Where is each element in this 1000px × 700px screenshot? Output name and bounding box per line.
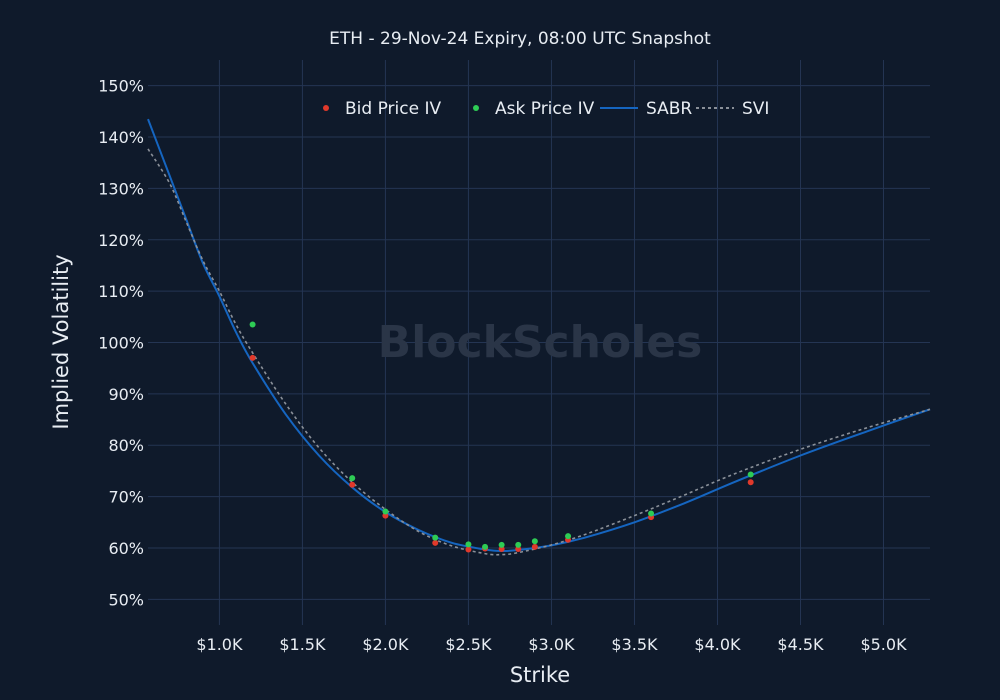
x-tick-label: $3.5K bbox=[611, 635, 658, 654]
x-tick-label: $1.5K bbox=[279, 635, 326, 654]
legend-swatch-ask-price-iv bbox=[473, 105, 479, 111]
y-tick-label: 110% bbox=[98, 282, 144, 301]
bid-price-iv-point bbox=[747, 479, 754, 486]
bid-price-iv-point bbox=[515, 545, 522, 552]
y-tick-label: 130% bbox=[98, 179, 144, 198]
y-tick-label: 120% bbox=[98, 231, 144, 250]
x-tick-label: $5.0K bbox=[860, 635, 907, 654]
legend-item-ask-price-iv[interactable]: Ask Price IV bbox=[473, 99, 595, 119]
series-layer bbox=[147, 118, 931, 556]
legend-label: Bid Price IV bbox=[345, 99, 441, 119]
legend-item-sabr[interactable]: SABR bbox=[600, 99, 692, 119]
bid-price-iv-point bbox=[498, 545, 505, 552]
chart-title: ETH - 29-Nov-24 Expiry, 08:00 UTC Snapsh… bbox=[329, 29, 711, 49]
legend-label: Ask Price IV bbox=[495, 99, 595, 119]
svi-line bbox=[147, 148, 931, 556]
x-tick-label: $3.0K bbox=[528, 635, 575, 654]
legend[interactable]: Bid Price IV Ask Price IV SABR SVI bbox=[323, 99, 769, 119]
x-tick-label: $1.0K bbox=[196, 635, 243, 654]
x-axis-title: Strike bbox=[510, 663, 570, 687]
y-tick-label: 140% bbox=[98, 128, 144, 147]
y-tick-label: 100% bbox=[98, 334, 144, 353]
sabr-line bbox=[147, 118, 931, 553]
ask-price-iv-point bbox=[382, 508, 389, 515]
ask-price-iv-point bbox=[565, 533, 572, 540]
ask-price-iv-point bbox=[432, 534, 439, 541]
y-tick-label: 90% bbox=[108, 385, 144, 404]
x-tick-label: $2.0K bbox=[362, 635, 409, 654]
x-tick-label: $4.0K bbox=[694, 635, 741, 654]
legend-swatch-bid-price-iv bbox=[323, 105, 329, 111]
y-tick-label: 60% bbox=[108, 539, 144, 558]
ask-price-iv-point bbox=[747, 471, 754, 478]
bid-price-iv-point bbox=[249, 354, 256, 361]
y-tick-label: 50% bbox=[108, 590, 144, 609]
legend-label: SABR bbox=[646, 99, 692, 119]
bid-price-iv-point bbox=[349, 481, 356, 488]
y-tick-label: 80% bbox=[108, 436, 144, 455]
y-axis-ticks: 50% 60% 70% 80% 90% 100% 110% 120% 130% 140% 150% bbox=[98, 77, 144, 610]
legend-item-svi[interactable]: SVI bbox=[696, 99, 769, 119]
ask-price-iv-point bbox=[249, 321, 256, 328]
ask-price-iv-point bbox=[482, 543, 489, 550]
x-tick-label: $4.5K bbox=[777, 635, 824, 654]
legend-item-bid-price-iv[interactable]: Bid Price IV bbox=[323, 99, 441, 119]
ask-price-iv-point bbox=[498, 541, 505, 548]
bid-price-iv-point bbox=[531, 543, 538, 550]
watermark-text: BlockScholes bbox=[378, 317, 703, 368]
y-tick-label: 70% bbox=[108, 488, 144, 507]
ask-price-iv-point bbox=[349, 475, 356, 482]
bid-price-iv-point bbox=[465, 546, 472, 553]
x-tick-label: $2.5K bbox=[445, 635, 492, 654]
bid-price-iv-point bbox=[382, 512, 389, 519]
x-axis-ticks: $1.0K $1.5K $2.0K $2.5K $3.0K $3.5K $4.0K $4.5K… bbox=[196, 635, 907, 654]
bid-price-iv-point bbox=[432, 539, 439, 546]
y-axis-title: Implied Volatility bbox=[49, 254, 73, 429]
ask-price-iv-point bbox=[648, 510, 655, 517]
ask-price-iv-point bbox=[465, 541, 472, 548]
ask-price-iv-point bbox=[515, 541, 522, 548]
legend-label: SVI bbox=[742, 99, 769, 119]
ask-price-iv-point bbox=[531, 538, 538, 545]
y-tick-label: 150% bbox=[98, 77, 144, 96]
